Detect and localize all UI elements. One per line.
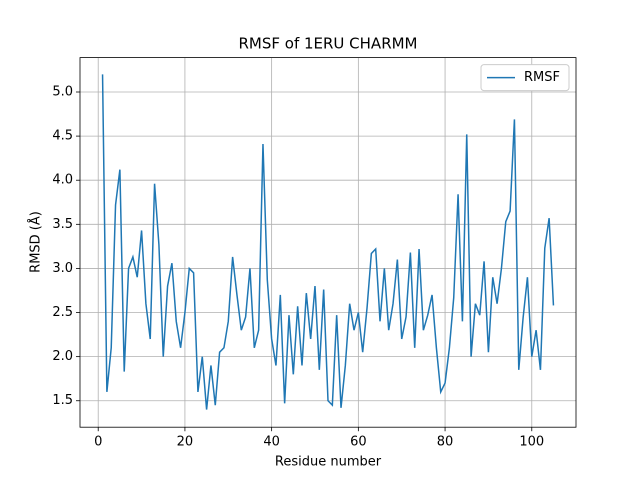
x-tick-label: 80 xyxy=(437,435,454,450)
x-tick-label: 100 xyxy=(519,435,544,450)
x-tick-label: 20 xyxy=(177,435,194,450)
legend-box xyxy=(480,64,570,92)
y-tick-label: 4.5 xyxy=(52,129,73,144)
y-tick-label: 3.0 xyxy=(52,261,73,276)
y-tick-label: 4.0 xyxy=(52,173,73,188)
y-tick-label: 2.0 xyxy=(52,349,73,364)
plot-frame xyxy=(79,57,577,428)
y-axis-label: RMSD (Å) xyxy=(28,211,44,273)
y-tick-label: 5.0 xyxy=(52,85,73,100)
y-tick-label: 2.5 xyxy=(52,305,73,320)
x-tick-label: 40 xyxy=(263,435,280,450)
x-tick-label: 60 xyxy=(350,435,367,450)
chart-title: RMSF of 1ERU CHARMM xyxy=(238,35,417,53)
x-axis-label: Residue number xyxy=(275,455,382,470)
y-tick-label: 3.5 xyxy=(52,217,73,232)
y-tick-label: 1.5 xyxy=(52,393,73,408)
legend-label: RMSF xyxy=(524,70,560,85)
x-tick-label: 0 xyxy=(94,435,102,450)
data-line xyxy=(101,74,555,410)
